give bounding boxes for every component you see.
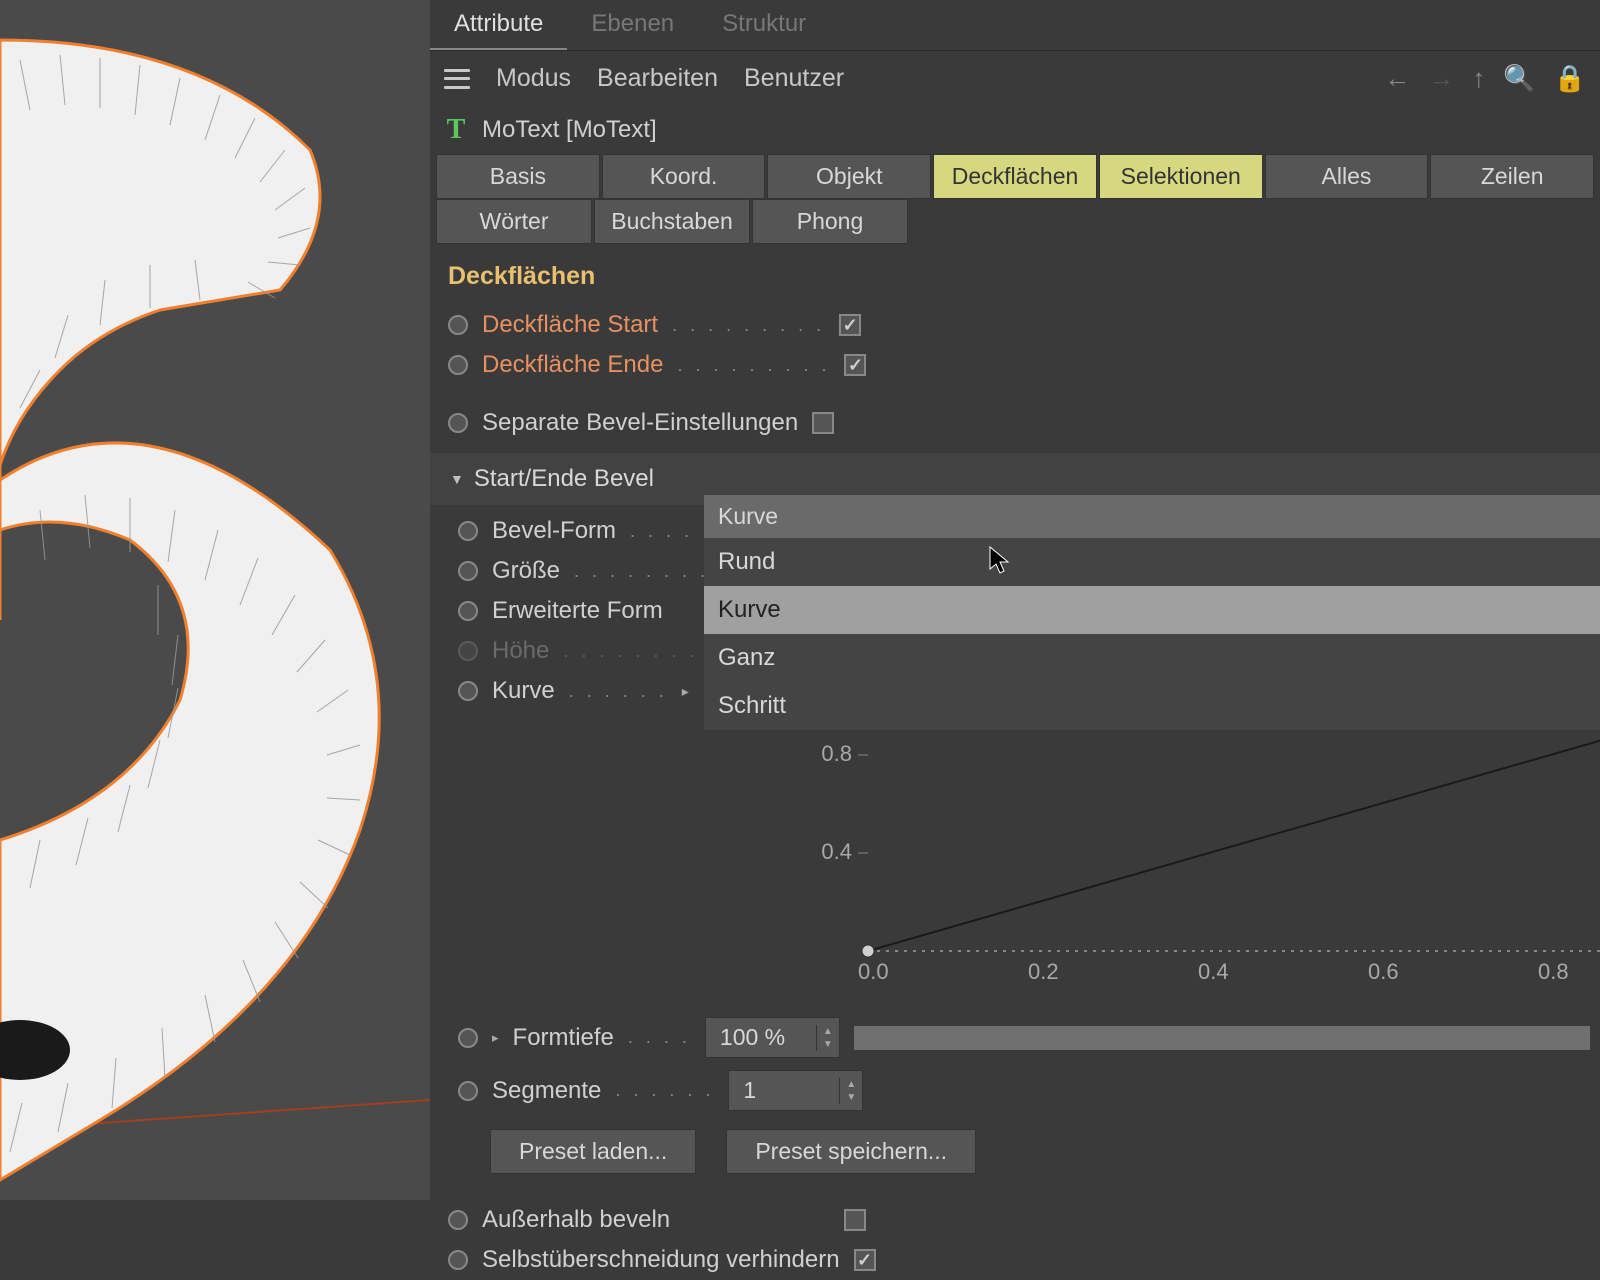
param-radio[interactable] — [458, 681, 478, 701]
param-radio[interactable] — [458, 1081, 478, 1101]
label-ext-form: Erweiterte Form — [492, 597, 663, 625]
menu-icon[interactable] — [444, 69, 470, 89]
toolbar-benutzer[interactable]: Benutzer — [744, 64, 844, 93]
search-icon[interactable]: 🔍 — [1503, 63, 1535, 94]
dots: . . . . . . — [615, 1080, 714, 1101]
param-radio[interactable] — [458, 601, 478, 621]
object-name: MoText [MoText] — [482, 116, 657, 144]
tab-selektionen[interactable]: Selektionen — [1099, 154, 1263, 199]
forward-icon[interactable]: → — [1428, 63, 1454, 94]
tab-zeilen[interactable]: Zeilen — [1430, 154, 1594, 199]
toolbar-bearbeiten[interactable]: Bearbeiten — [597, 64, 718, 93]
dots: . . . . — [630, 521, 693, 542]
label-size: Größe — [492, 557, 560, 585]
param-radio[interactable] — [448, 1250, 468, 1270]
toolbar: Modus Bearbeiten Benutzer ← → ↑ 🔍 🔒 — [430, 51, 1600, 106]
dropdown-option-schritt[interactable]: Schritt — [704, 682, 1600, 730]
save-preset-button[interactable]: Preset speichern... — [726, 1129, 976, 1174]
checkbox-start-cap[interactable] — [839, 314, 861, 336]
section-title: Deckflächen — [430, 244, 1600, 305]
checkbox-end-cap[interactable] — [844, 354, 866, 376]
spinner-formtiefe[interactable]: 100 % ▲▼ — [705, 1017, 840, 1058]
param-radio[interactable] — [448, 1210, 468, 1230]
tab-ebenen[interactable]: Ebenen — [567, 0, 698, 50]
chevron-right-icon: ▸ — [682, 683, 689, 700]
param-radio[interactable] — [458, 521, 478, 541]
param-radio[interactable] — [458, 1028, 478, 1048]
dropdown-option-kurve[interactable]: Kurve — [704, 586, 1600, 634]
toolbar-modus[interactable]: Modus — [496, 64, 571, 93]
label-separate-bevel: Separate Bevel-Einstellungen — [482, 409, 798, 437]
bevel-form-dropdown[interactable]: Kurve Rund Kurve Ganz Schritt — [704, 495, 1600, 730]
tab-struktur[interactable]: Struktur — [698, 0, 830, 50]
dropdown-selected[interactable]: Kurve — [704, 495, 1600, 538]
slider-formtiefe[interactable] — [854, 1026, 1590, 1050]
xtick: 0.2 — [1028, 959, 1059, 984]
tab-attribute[interactable]: Attribute — [430, 0, 567, 50]
dots: . . . . . . . . . — [563, 641, 716, 662]
curve-editor[interactable]: 0.8 0.4 0.0 0.2 0.4 0.6 0.8 1.0 — [458, 711, 1600, 1011]
up-icon[interactable]: ↑ — [1472, 63, 1485, 94]
label-formtiefe: Formtiefe — [513, 1024, 614, 1052]
dots: . . . . . . — [569, 681, 668, 702]
label-curve: Kurve — [492, 677, 555, 705]
checkbox-ausserhalb[interactable] — [844, 1209, 866, 1231]
xtick: 0.4 — [1198, 959, 1229, 984]
dots: . . . . — [628, 1027, 691, 1048]
label-end-cap: Deckfläche Ende — [482, 351, 663, 379]
load-preset-button[interactable]: Preset laden... — [490, 1129, 696, 1174]
xtick: 0.8 — [1538, 959, 1569, 984]
dropdown-option-rund[interactable]: Rund — [704, 538, 1600, 586]
tab-woerter[interactable]: Wörter — [436, 199, 592, 244]
param-radio[interactable] — [448, 355, 468, 375]
back-icon[interactable]: ← — [1384, 63, 1410, 94]
xtick: 0.0 — [858, 959, 889, 984]
dots: . . . . . . . . — [574, 561, 709, 582]
tab-basis[interactable]: Basis — [436, 154, 600, 199]
chevron-down-icon: ▼ — [450, 471, 464, 487]
label-selfintersect: Selbstüberschneidung verhindern — [482, 1246, 840, 1274]
label-height: Höhe — [492, 637, 549, 665]
panel-tabs: Attribute Ebenen Struktur — [430, 0, 1600, 51]
bevel-section-label: Start/Ende Bevel — [474, 465, 654, 493]
spinner-segmente[interactable]: 1 ▲▼ — [728, 1070, 863, 1111]
spinner-value: 100 % — [706, 1018, 816, 1057]
motext-icon: T — [444, 118, 468, 142]
checkbox-selfintersect[interactable] — [854, 1249, 876, 1271]
param-radio — [458, 641, 478, 661]
viewport-3d[interactable] — [0, 0, 430, 1200]
tab-alles[interactable]: Alles — [1265, 154, 1429, 199]
spinner-value: 1 — [729, 1071, 839, 1110]
chevron-right-icon[interactable]: ▸ — [492, 1030, 499, 1046]
dots: . . . . . . . . . — [672, 315, 825, 336]
param-radio[interactable] — [448, 413, 468, 433]
label-start-cap: Deckfläche Start — [482, 311, 658, 339]
dropdown-option-ganz[interactable]: Ganz — [704, 634, 1600, 682]
tab-deckflaechen[interactable]: Deckflächen — [933, 154, 1097, 199]
dots: . . . . . . . . . — [677, 355, 830, 376]
label-ausserhalb: Außerhalb beveln — [482, 1206, 670, 1234]
attribute-tabs: Basis Koord. Objekt Deckflächen Selektio… — [430, 154, 1600, 244]
object-header: T MoText [MoText] — [430, 106, 1600, 154]
param-radio[interactable] — [448, 315, 468, 335]
checkbox-separate-bevel[interactable] — [812, 412, 834, 434]
tab-koord[interactable]: Koord. — [602, 154, 766, 199]
tab-phong[interactable]: Phong — [752, 199, 908, 244]
ytick: 0.4 — [821, 839, 852, 864]
label-segmente: Segmente — [492, 1077, 601, 1105]
lock-icon[interactable]: 🔒 — [1554, 63, 1586, 94]
xtick: 0.6 — [1368, 959, 1399, 984]
ytick: 0.8 — [821, 741, 852, 766]
tab-objekt[interactable]: Objekt — [767, 154, 931, 199]
label-bevel-form: Bevel-Form — [492, 517, 616, 545]
param-radio[interactable] — [458, 561, 478, 581]
tab-buchstaben[interactable]: Buchstaben — [594, 199, 750, 244]
